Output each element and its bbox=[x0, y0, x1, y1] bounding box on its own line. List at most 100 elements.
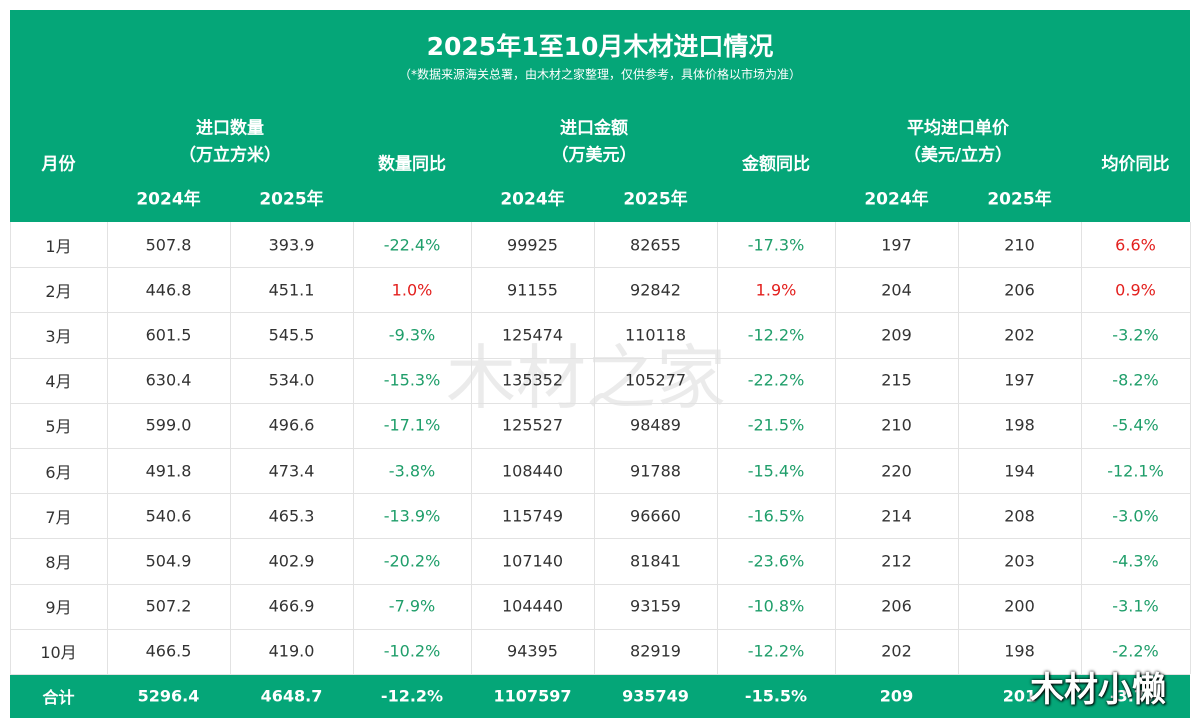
table-cell: -21.5% bbox=[747, 415, 805, 435]
table-cell: 220 bbox=[881, 461, 912, 481]
table-cell: -3.2% bbox=[1112, 325, 1159, 345]
total-cell: 201 bbox=[1002, 686, 1037, 706]
total-cell: -12.2% bbox=[380, 686, 444, 706]
table-cell: 107140 bbox=[501, 551, 564, 571]
table-cell: -17.1% bbox=[383, 415, 441, 435]
group-unit: （万立方米） bbox=[179, 145, 281, 166]
group-header: 进口数量 bbox=[196, 118, 264, 139]
total-cell: 209 bbox=[879, 686, 914, 706]
table-cell: 135352 bbox=[501, 370, 564, 390]
total-cell: 1107597 bbox=[493, 686, 572, 706]
table-cell: -7.9% bbox=[388, 596, 436, 616]
column-divider bbox=[10, 222, 11, 674]
table-cell: 402.9 bbox=[268, 551, 315, 571]
table-cell: 115749 bbox=[501, 506, 564, 526]
column-divider bbox=[230, 222, 231, 674]
table-cell: -13.9% bbox=[383, 506, 441, 526]
column-divider bbox=[107, 222, 108, 674]
table-cell: 507.2 bbox=[145, 596, 192, 616]
table-cell: 82919 bbox=[630, 641, 681, 661]
table-cell: 504.9 bbox=[145, 551, 192, 571]
row-divider bbox=[10, 493, 1190, 495]
year-header: 2025年 bbox=[987, 189, 1052, 210]
table-cell: 209 bbox=[881, 325, 912, 345]
table-cell: -23.6% bbox=[747, 551, 805, 571]
table-cell: 212 bbox=[881, 551, 912, 571]
table-cell: -3.0% bbox=[1112, 506, 1159, 526]
table-cell: -17.3% bbox=[747, 235, 805, 255]
total-band bbox=[10, 674, 1190, 718]
total-cell: -3.7% bbox=[1109, 686, 1162, 706]
table-cell: 2月 bbox=[45, 281, 72, 301]
total-cell: 4648.7 bbox=[260, 686, 323, 706]
table-cell: 105277 bbox=[624, 370, 687, 390]
table-cell: 10月 bbox=[40, 643, 77, 663]
row-divider bbox=[10, 402, 1190, 404]
year-header: 2024年 bbox=[136, 189, 201, 210]
table-cell: 99925 bbox=[507, 235, 558, 255]
table-cell: 393.9 bbox=[268, 235, 315, 255]
table-cell: 210 bbox=[1004, 235, 1035, 255]
table-cell: 206 bbox=[881, 596, 912, 616]
title: 2025年1至10月木材进口情况 bbox=[426, 32, 774, 61]
table-cell: 601.5 bbox=[145, 325, 192, 345]
table-cell: 200 bbox=[1004, 596, 1035, 616]
table-cell: 419.0 bbox=[268, 641, 315, 661]
table-cell: 94395 bbox=[507, 641, 558, 661]
table-cell: 110118 bbox=[624, 325, 687, 345]
table-cell: 9月 bbox=[45, 598, 72, 618]
table-cell: 82655 bbox=[630, 235, 681, 255]
table-cell: 466.9 bbox=[268, 596, 315, 616]
group-header: 进口金额 bbox=[560, 118, 628, 139]
table-cell: 465.3 bbox=[268, 506, 315, 526]
row-divider bbox=[10, 312, 1190, 314]
table-cell: 194 bbox=[1004, 461, 1035, 481]
total-cell: 合计 bbox=[42, 688, 75, 707]
row-divider bbox=[10, 448, 1190, 449]
column-divider bbox=[1190, 222, 1191, 674]
table-cell: 96660 bbox=[630, 506, 681, 526]
group-unit: （美元/立方） bbox=[903, 145, 1013, 166]
table-cell: 81841 bbox=[630, 551, 681, 571]
row-divider bbox=[10, 357, 1190, 359]
table-cell: 7月 bbox=[45, 507, 72, 527]
table-cell: 203 bbox=[1004, 551, 1035, 571]
table-cell: 92842 bbox=[630, 280, 681, 300]
table-cell: 202 bbox=[881, 641, 912, 661]
table-cell: -12.2% bbox=[747, 325, 805, 345]
column-divider bbox=[353, 222, 354, 674]
group-unit: （万美元） bbox=[551, 145, 637, 166]
row-divider bbox=[10, 538, 1190, 540]
year-header: 2025年 bbox=[259, 189, 324, 210]
watermark: 木材小懒 bbox=[1030, 670, 1166, 710]
table-cell: 6.6% bbox=[1115, 235, 1156, 255]
table-cell: -16.5% bbox=[747, 506, 805, 526]
column-divider bbox=[835, 222, 836, 674]
table-cell: -4.3% bbox=[1112, 551, 1159, 571]
table-cell: 540.6 bbox=[145, 506, 192, 526]
table-cell: -22.4% bbox=[383, 235, 441, 255]
table-cell: 491.8 bbox=[145, 461, 192, 481]
table-cell: 91788 bbox=[630, 461, 681, 481]
year-header: 2025年 bbox=[623, 189, 688, 210]
row-divider bbox=[10, 674, 1190, 675]
year-header: 2024年 bbox=[500, 189, 565, 210]
table-cell: 534.0 bbox=[268, 370, 315, 390]
table-cell: 208 bbox=[1004, 506, 1035, 526]
table-cell: 446.8 bbox=[145, 280, 192, 300]
subtitle: （*数据来源海关总署，由木材之家整理，仅供参考，具体价格以市场为准） bbox=[398, 67, 802, 82]
table-cell: 0.9% bbox=[1115, 280, 1156, 300]
table-cell: -12.2% bbox=[747, 641, 805, 661]
table-cell: 98489 bbox=[630, 415, 681, 435]
table-cell: -5.4% bbox=[1112, 415, 1159, 435]
column-divider bbox=[958, 222, 959, 674]
table-cell: -9.3% bbox=[388, 325, 436, 345]
total-cell: 5296.4 bbox=[137, 686, 200, 706]
table-cell: 215 bbox=[881, 370, 912, 390]
table-cell: -15.3% bbox=[383, 370, 441, 390]
column-divider bbox=[471, 222, 472, 674]
table-cell: 545.5 bbox=[268, 325, 315, 345]
table-cell: -3.1% bbox=[1112, 596, 1159, 616]
table-cell: 214 bbox=[881, 506, 912, 526]
column-divider bbox=[1081, 222, 1082, 674]
